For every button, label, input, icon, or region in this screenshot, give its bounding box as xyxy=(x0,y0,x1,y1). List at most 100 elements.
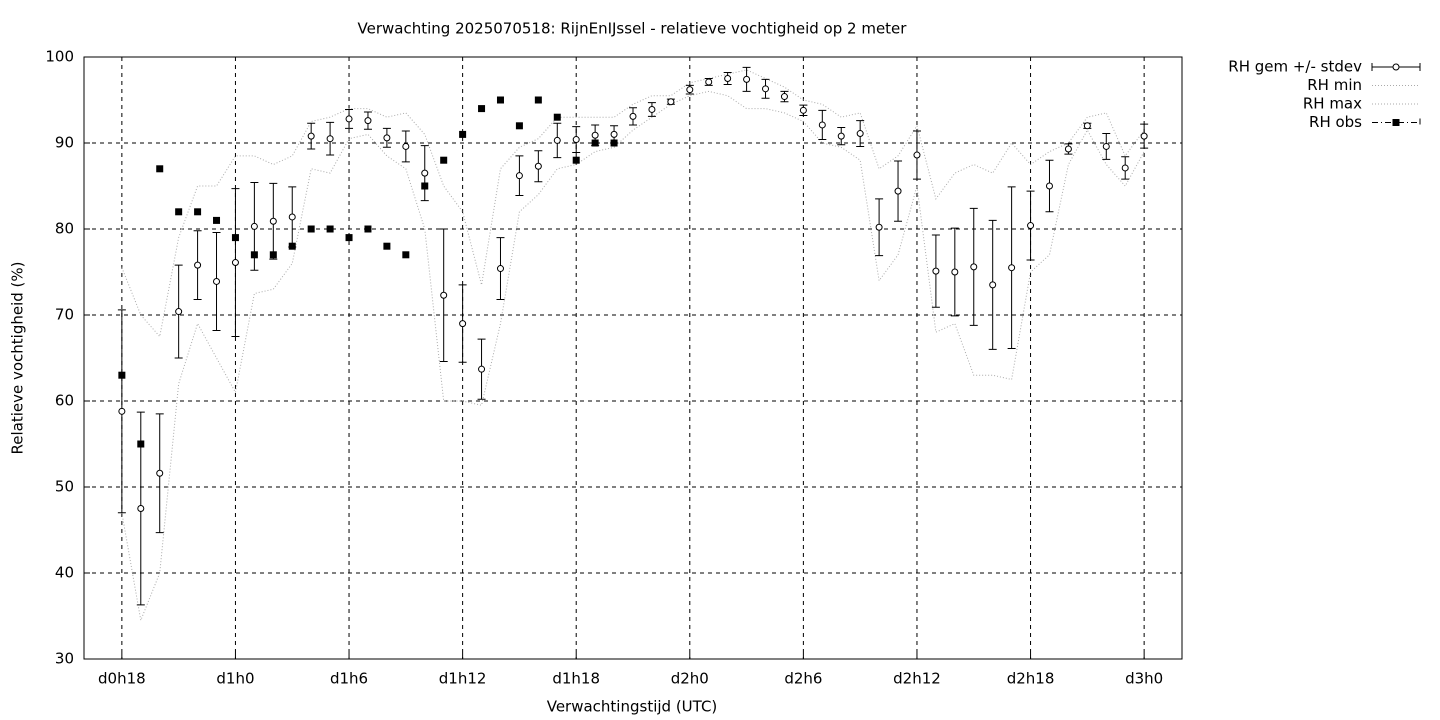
obs-point xyxy=(156,165,164,173)
mean-point xyxy=(913,151,921,159)
obs-point xyxy=(402,251,410,259)
range-line xyxy=(121,90,1145,623)
mean-point xyxy=(534,162,542,170)
mean-point xyxy=(780,93,788,101)
legend-label: RH obs xyxy=(1309,113,1362,131)
mean-point xyxy=(288,213,296,221)
mean-point xyxy=(194,261,202,269)
legend-label: RH max xyxy=(1303,95,1362,113)
y-tick-label: 90 xyxy=(55,134,74,152)
legend-sample xyxy=(1392,63,1400,71)
mean-point xyxy=(1045,182,1053,190)
mean-point xyxy=(307,132,315,140)
mean-point xyxy=(1121,164,1129,172)
y-tick-label: 60 xyxy=(55,392,74,410)
mean-point xyxy=(250,222,258,230)
y-tick-label: 30 xyxy=(55,650,74,668)
mean-point xyxy=(667,98,675,106)
x-tick-label: d0h18 xyxy=(98,670,146,688)
mean-point xyxy=(648,105,656,113)
y-axis-label: Relatieve vochtigheid (%) xyxy=(9,261,27,454)
y-tick-label: 70 xyxy=(55,306,74,324)
mean-point xyxy=(440,291,448,299)
mean-point xyxy=(951,268,959,276)
mean-point xyxy=(1140,132,1148,140)
obs-point xyxy=(440,156,448,164)
mean-point xyxy=(894,187,902,195)
mean-point xyxy=(478,365,486,373)
obs-point xyxy=(478,105,486,113)
mean-point xyxy=(572,136,580,144)
obs-point xyxy=(591,139,599,147)
mean-point xyxy=(1064,145,1072,153)
mean-point xyxy=(345,115,353,123)
legend-label: RH gem +/- stdev xyxy=(1228,58,1362,76)
obs-point xyxy=(364,225,372,233)
x-tick-label: d1h0 xyxy=(216,670,254,688)
mean-point xyxy=(629,112,637,120)
mean-point xyxy=(213,277,221,285)
mean-point xyxy=(932,267,940,275)
obs-point xyxy=(118,371,126,379)
mean-point xyxy=(705,78,713,86)
obs-point xyxy=(250,251,258,259)
chart-title: Verwachting 2025070518: RijnEnIJssel - r… xyxy=(358,20,908,38)
mean-point xyxy=(326,135,334,143)
obs-point xyxy=(194,208,202,216)
x-tick-label: d1h18 xyxy=(552,670,600,688)
mean-point xyxy=(383,134,391,142)
mean-point xyxy=(364,117,372,125)
y-tick-label: 40 xyxy=(55,564,74,582)
obs-point xyxy=(383,242,391,250)
mean-point xyxy=(269,217,277,225)
x-tick-label: d1h6 xyxy=(330,670,368,688)
mean-point xyxy=(118,407,126,415)
mean-point xyxy=(137,505,145,512)
x-tick-label: d3h0 xyxy=(1125,670,1163,688)
mean-point xyxy=(856,130,864,138)
obs-point xyxy=(175,208,183,216)
mean-point xyxy=(818,121,826,129)
x-tick-label: d2h0 xyxy=(671,670,709,688)
mean-point xyxy=(459,320,467,328)
x-tick-label: d2h6 xyxy=(784,670,822,688)
mean-point xyxy=(175,308,183,316)
mean-point xyxy=(875,223,883,231)
obs-point xyxy=(288,242,296,250)
mean-point xyxy=(156,469,164,477)
mean-point xyxy=(1083,122,1091,130)
obs-point xyxy=(553,113,561,121)
mean-point xyxy=(231,259,239,267)
obs-point xyxy=(421,182,429,190)
y-tick-label: 50 xyxy=(55,478,74,496)
obs-point xyxy=(307,225,315,233)
mean-point xyxy=(743,75,751,83)
mean-point xyxy=(970,263,978,271)
obs-point xyxy=(496,96,504,104)
mean-point xyxy=(724,75,732,82)
mean-point xyxy=(496,265,504,273)
obs-point xyxy=(269,251,277,259)
obs-point xyxy=(515,122,523,130)
x-tick-label: d2h18 xyxy=(1007,670,1055,688)
obs-point xyxy=(137,440,145,448)
legend-sample xyxy=(1392,119,1400,126)
obs-point xyxy=(213,216,221,224)
mean-point xyxy=(553,136,561,144)
mean-point xyxy=(1102,142,1110,150)
mean-point xyxy=(837,132,845,140)
y-tick-label: 80 xyxy=(55,220,74,238)
legend-label: RH min xyxy=(1307,76,1362,94)
obs-point xyxy=(345,234,353,242)
obs-point xyxy=(572,156,580,164)
x-tick-label: d1h12 xyxy=(439,670,487,688)
mean-point xyxy=(1008,264,1016,272)
obs-point xyxy=(326,225,334,233)
x-tick-label: d2h12 xyxy=(893,670,941,688)
mean-point xyxy=(610,130,618,138)
mean-point xyxy=(421,169,429,177)
obs-point xyxy=(459,130,467,138)
plot-frame xyxy=(83,56,1183,660)
